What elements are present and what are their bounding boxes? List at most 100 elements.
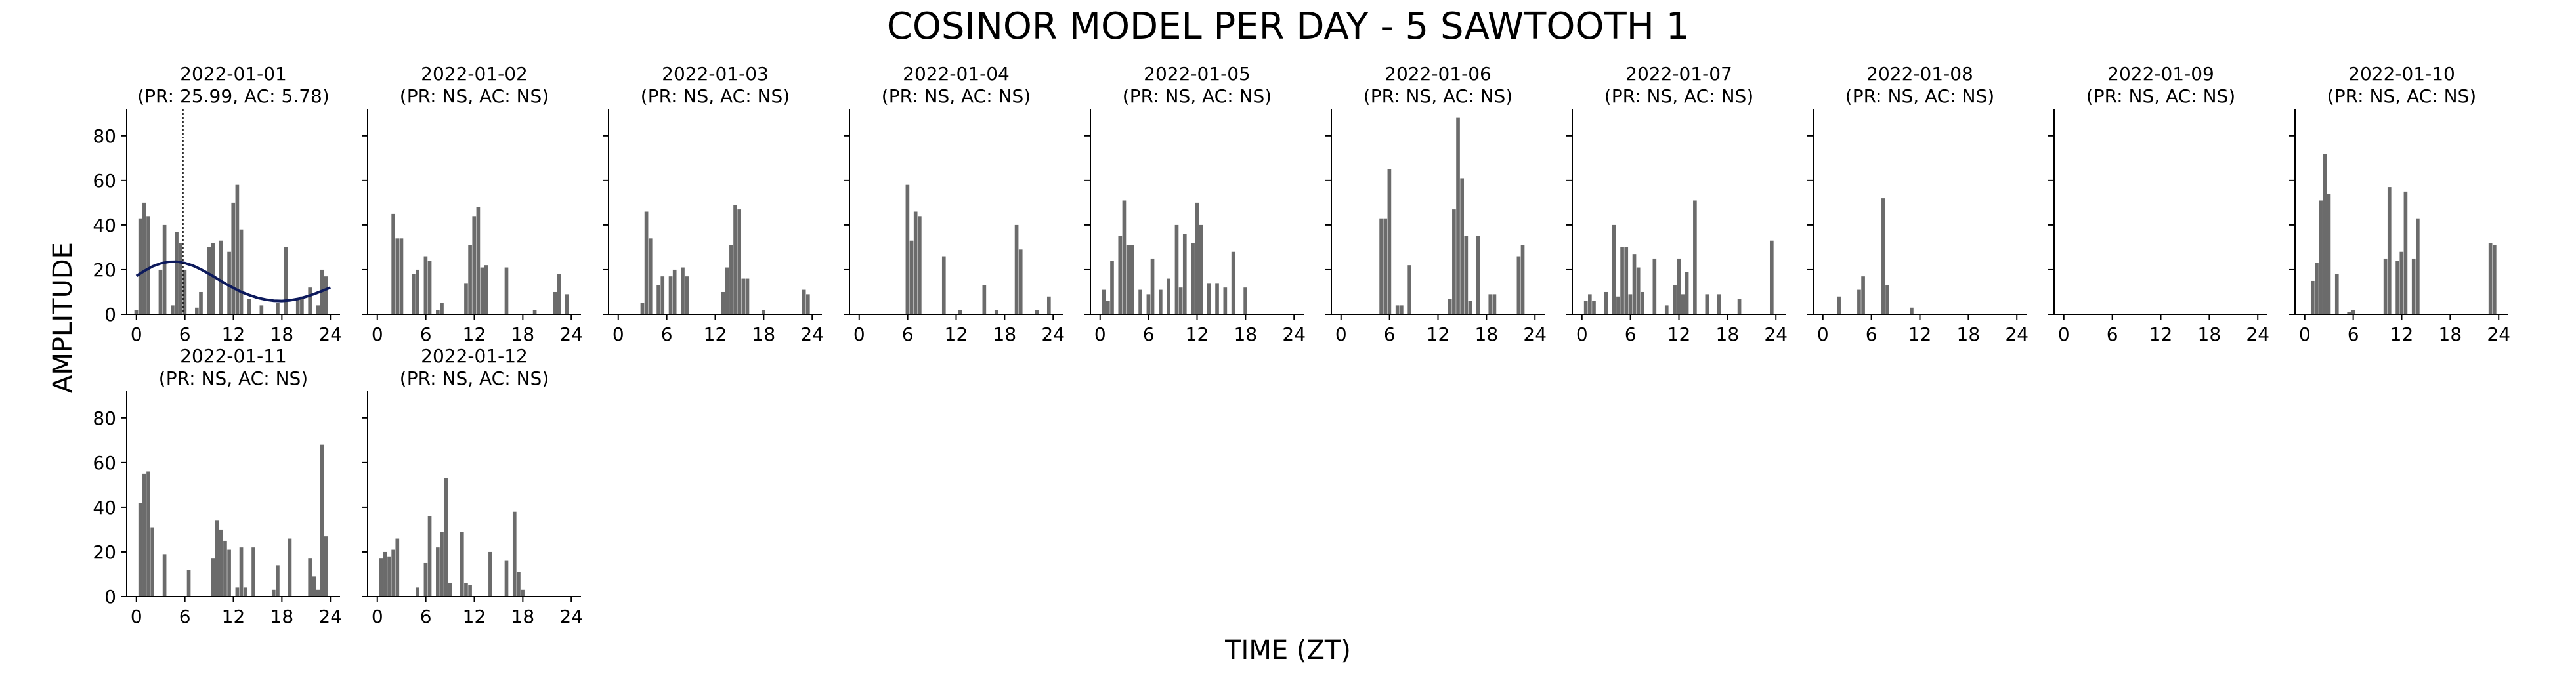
- panel-3-x-tick-label: 12: [704, 324, 727, 345]
- panel-1-bar: [134, 310, 139, 314]
- panel-6-bar: [1464, 236, 1469, 314]
- panel-1-bar: [300, 296, 304, 314]
- panel-11-x-tick-label: 12: [222, 606, 246, 627]
- panel-7-bar: [1588, 294, 1592, 314]
- panel-5-bar: [1174, 224, 1179, 314]
- panel-4-bar: [1018, 249, 1023, 314]
- panel-5-bar: [1130, 245, 1134, 314]
- panel-6-bar: [1492, 294, 1497, 314]
- panel-10-bar: [2351, 310, 2355, 314]
- panel-12-bar: [517, 572, 521, 597]
- panel-1-bar: [235, 184, 240, 314]
- panel-4-bar: [905, 184, 910, 314]
- panel-12-x-tick-label: 0: [372, 606, 383, 627]
- panel-7-bar: [1636, 267, 1641, 314]
- panel-1-bar: [295, 299, 300, 314]
- panel-11-y-tick-label: 60: [93, 452, 116, 474]
- panel-5-date: 2022-01-05: [1144, 63, 1251, 85]
- panel-3-x-tick-label: 6: [661, 324, 673, 345]
- panel-7-bar: [1616, 296, 1620, 314]
- panel-6-bar: [1448, 299, 1452, 314]
- panel-7-bar: [1612, 224, 1616, 314]
- panel-12-bar: [440, 532, 444, 597]
- panel-11-x-tick-label: 18: [270, 606, 294, 627]
- panel-4-date: 2022-01-04: [903, 63, 1010, 85]
- panel-5-bar: [1118, 236, 1123, 314]
- panel-2-x-tick-label: 18: [511, 324, 535, 345]
- panel-4-bar: [909, 240, 914, 314]
- panel-11-y-tick-label: 80: [93, 408, 116, 429]
- panel-12-bar: [416, 587, 419, 597]
- panel-6-bar: [1383, 218, 1388, 314]
- panel-10-x-tick-label: 0: [2299, 324, 2311, 345]
- panel-11-bar: [219, 529, 223, 597]
- panel-10-bar: [2416, 218, 2420, 314]
- panel-2-bar: [484, 265, 488, 314]
- panel-7-stats: (PR: NS, AC: NS): [1604, 85, 1753, 107]
- panel-4-x-tick-label: 12: [945, 324, 968, 345]
- panel-11-bar: [227, 549, 231, 597]
- panel-10-bar: [2383, 258, 2388, 314]
- panel-4-x-tick-label: 18: [993, 324, 1017, 345]
- panel-3-bar: [733, 205, 737, 314]
- panel-11-x-tick-label: 0: [131, 606, 142, 627]
- panel-1-bar: [195, 307, 199, 314]
- panel-1-bar: [247, 299, 251, 314]
- panel-1-stats: (PR: 25.99, AC: 5.78): [137, 85, 330, 107]
- panel-4-x-tick-label: 0: [853, 324, 865, 345]
- panel-12-bar: [488, 551, 492, 597]
- panel-10-bar: [2488, 243, 2493, 314]
- panel-12-date: 2022-01-12: [421, 345, 528, 367]
- panel-11-bar: [239, 547, 244, 597]
- panel-6-bar: [1400, 305, 1404, 314]
- panel-9-x-tick-label: 6: [2107, 324, 2118, 345]
- panel-7-bar: [1705, 294, 1709, 314]
- panel-3-bar: [648, 238, 653, 314]
- panel-5-bar: [1182, 234, 1187, 314]
- panel-1-date: 2022-01-01: [180, 63, 287, 85]
- panel-3-bar: [672, 269, 677, 314]
- panel-10-bar: [2323, 154, 2327, 314]
- panel-5-x-tick-label: 0: [1094, 324, 1106, 345]
- panel-3-bar: [668, 276, 673, 314]
- panel-4-bar: [941, 256, 946, 314]
- panel-11-bar: [162, 554, 167, 597]
- panel-3-bar: [721, 291, 725, 314]
- panel-10-x-tick-label: 12: [2390, 324, 2414, 345]
- panel-5-bar: [1191, 243, 1195, 314]
- panel-1-bar: [308, 287, 312, 314]
- panel-2-bar: [436, 310, 440, 314]
- panel-10-bar: [2492, 245, 2497, 314]
- chart-title: COSINOR MODEL PER DAY - 5 SAWTOOTH 1: [886, 5, 1690, 48]
- panel-6-bar: [1460, 178, 1465, 314]
- panel-9-x-tick-label: 24: [2246, 324, 2269, 345]
- panel-10-bar: [2334, 274, 2339, 314]
- panel-8-x-tick-label: 18: [1957, 324, 1981, 345]
- panel-1-bar: [239, 229, 244, 314]
- panel-8-bar: [1885, 285, 1889, 314]
- panel-1-bar: [146, 216, 150, 314]
- panel-11-y-tick-label: 0: [104, 586, 116, 608]
- panel-5-x-tick-label: 18: [1234, 324, 1258, 345]
- panel-5-bar: [1102, 289, 1106, 314]
- panel-2-x-tick-label: 24: [559, 324, 583, 345]
- panel-7-bar: [1664, 305, 1669, 314]
- panel-10-bar: [2399, 251, 2404, 314]
- panel-7-bar: [1583, 301, 1588, 314]
- panel-8-x-tick-label: 6: [1866, 324, 1878, 345]
- panel-4-bar: [918, 216, 922, 314]
- panel-12-x-tick-label: 24: [559, 606, 583, 627]
- panel-4-bar: [994, 310, 998, 314]
- panel-5-bar: [1126, 245, 1130, 314]
- panel-8-bar: [1837, 296, 1841, 314]
- panel-3-bar: [745, 278, 750, 314]
- panel-2-bar: [557, 274, 561, 314]
- panel-11-bar: [316, 589, 320, 597]
- panel-11-y-tick-label: 40: [93, 497, 116, 518]
- panel-5-bar: [1195, 202, 1199, 314]
- panel-8-bar: [1857, 289, 1861, 314]
- panel-1-bar: [179, 243, 183, 314]
- panel-5-bar: [1215, 283, 1219, 314]
- panel-12-x-tick-label: 12: [463, 606, 486, 627]
- panel-10-bar: [2403, 191, 2408, 314]
